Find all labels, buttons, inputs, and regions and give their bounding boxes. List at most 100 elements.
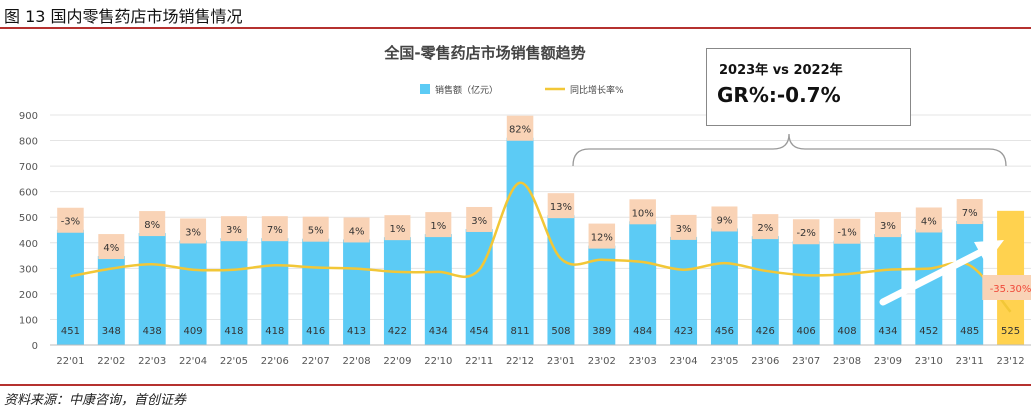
bar-value-label: 508	[551, 326, 570, 337]
bar-value-label: 451	[61, 326, 80, 337]
bar	[833, 240, 861, 345]
growth-label: -1%	[833, 218, 861, 244]
growth-label-text: -3%	[61, 217, 80, 228]
growth-label-text: 1%	[430, 221, 446, 232]
growth-label-text: 4%	[921, 216, 937, 227]
growth-label-text: 4%	[349, 226, 365, 237]
y-axis: 0 100 200 300 400 500 600 700 800 900	[19, 111, 38, 352]
growth-label: 10%	[629, 199, 656, 225]
y-tick-label: 700	[19, 162, 38, 173]
bar	[915, 229, 943, 345]
growth-label-bg	[220, 216, 247, 242]
x-tick-label: 22'09	[383, 356, 411, 367]
growth-label-text: 7%	[267, 225, 283, 236]
growth-label-bg	[915, 207, 942, 233]
bar-value-label: 456	[715, 326, 734, 337]
y-tick-label: 900	[19, 111, 38, 122]
bar	[343, 239, 371, 345]
x-tick-label: 22'04	[179, 356, 207, 367]
bar-value-label: 422	[388, 326, 407, 337]
bottom-rule	[0, 384, 1031, 386]
x-tick-label: 23'06	[751, 356, 779, 367]
bar-value-label: 811	[511, 326, 530, 337]
bar-value-label: 426	[756, 326, 775, 337]
bar-value-label: 438	[143, 326, 162, 337]
bar-value-label: 485	[960, 326, 979, 337]
x-tick-label: 22'06	[261, 356, 289, 367]
chart-title: 全国-零售药店市场销售额趋势	[383, 44, 585, 62]
growth-label: 7%	[261, 216, 288, 242]
bar	[179, 240, 207, 345]
growth-label: 3%	[180, 218, 207, 244]
trend-arrow	[879, 240, 1004, 306]
growth-label-bg	[792, 219, 820, 245]
growth-label-text: 3%	[226, 225, 242, 236]
bar	[710, 228, 738, 345]
yoy-annotation-box: 2023年 vs 2022年 GR%:-0.7%	[706, 48, 911, 126]
x-tick-label: 23'09	[874, 356, 902, 367]
growth-label-bg	[261, 216, 288, 242]
top-rule	[0, 27, 1031, 29]
growth-label-text: 10%	[632, 208, 654, 219]
bar-value-label: 452	[919, 326, 938, 337]
growth-label-text: 2%	[757, 223, 773, 234]
growth-label: -35.30%	[982, 275, 1031, 300]
growth-label: 9%	[711, 206, 738, 232]
growth-line	[70, 181, 1012, 313]
x-tick-label: 23'12	[996, 356, 1024, 367]
growth-label: 4%	[915, 207, 942, 233]
growth-label: 7%	[956, 199, 983, 225]
bar-value-label: 406	[797, 326, 816, 337]
growth-label: 8%	[139, 211, 166, 237]
growth-label: 3%	[670, 214, 697, 240]
x-tick-label: 22'12	[506, 356, 534, 367]
bar-value-label: 418	[224, 326, 243, 337]
y-tick-label: 300	[19, 264, 38, 275]
bar-value-label: 409	[184, 326, 203, 337]
bar	[792, 241, 820, 345]
x-tick-label: 23'10	[915, 356, 943, 367]
figure-caption: 图 13 国内零售药店市场销售情况	[4, 7, 243, 26]
y-tick-label: 600	[19, 188, 38, 199]
growth-label-bg	[425, 212, 452, 238]
growth-label-text: 3%	[471, 216, 487, 227]
x-tick-label: 23'07	[792, 356, 820, 367]
bar-value-label: 423	[674, 326, 693, 337]
legend-bar-label: 销售额（亿元）	[435, 84, 498, 96]
growth-label: 4%	[343, 217, 370, 243]
bar-value-label: 434	[429, 326, 448, 337]
growth-label-text: 3%	[676, 224, 692, 235]
bar	[506, 137, 534, 345]
bar-value-label: 348	[102, 326, 121, 337]
y-tick-label: 200	[19, 290, 38, 301]
legend-line-label: 同比增长率%	[570, 84, 624, 96]
y-tick-label: 500	[19, 213, 38, 224]
bar-value-label: 389	[592, 326, 611, 337]
y-tick-label: 400	[19, 239, 38, 250]
growth-label-text: 12%	[591, 233, 613, 244]
x-tick-label: 22'01	[56, 356, 84, 367]
growth-label-text: -35.30%	[990, 284, 1031, 295]
bar	[670, 236, 698, 345]
growth-label: 2%	[752, 214, 779, 240]
bar-value-labels: 451 348 438 409 418 418 416 413 422 434 454 811 508 3…	[61, 326, 1020, 337]
bar	[874, 234, 902, 345]
growth-label-bg	[982, 275, 1031, 300]
growth-label-text: 8%	[144, 220, 160, 231]
growth-label-text: 4%	[103, 243, 119, 254]
growth-label-bg	[833, 218, 861, 244]
growth-label-bg	[956, 199, 983, 225]
growth-label-bg	[588, 223, 616, 249]
bar-value-label: 434	[878, 326, 897, 337]
growth-label-bg	[711, 206, 738, 232]
x-tick-label: 23'04	[669, 356, 697, 367]
growth-label-text: -1%	[837, 228, 856, 239]
bar-value-label: 454	[470, 326, 489, 337]
x-tick-label: 23'08	[833, 356, 861, 367]
x-tick-label: 23'01	[547, 356, 575, 367]
growth-label-text: 3%	[185, 227, 201, 238]
x-tick-label: 22'07	[302, 356, 330, 367]
bar-value-label: 418	[265, 326, 284, 337]
bar	[751, 236, 779, 345]
bar	[383, 237, 411, 345]
